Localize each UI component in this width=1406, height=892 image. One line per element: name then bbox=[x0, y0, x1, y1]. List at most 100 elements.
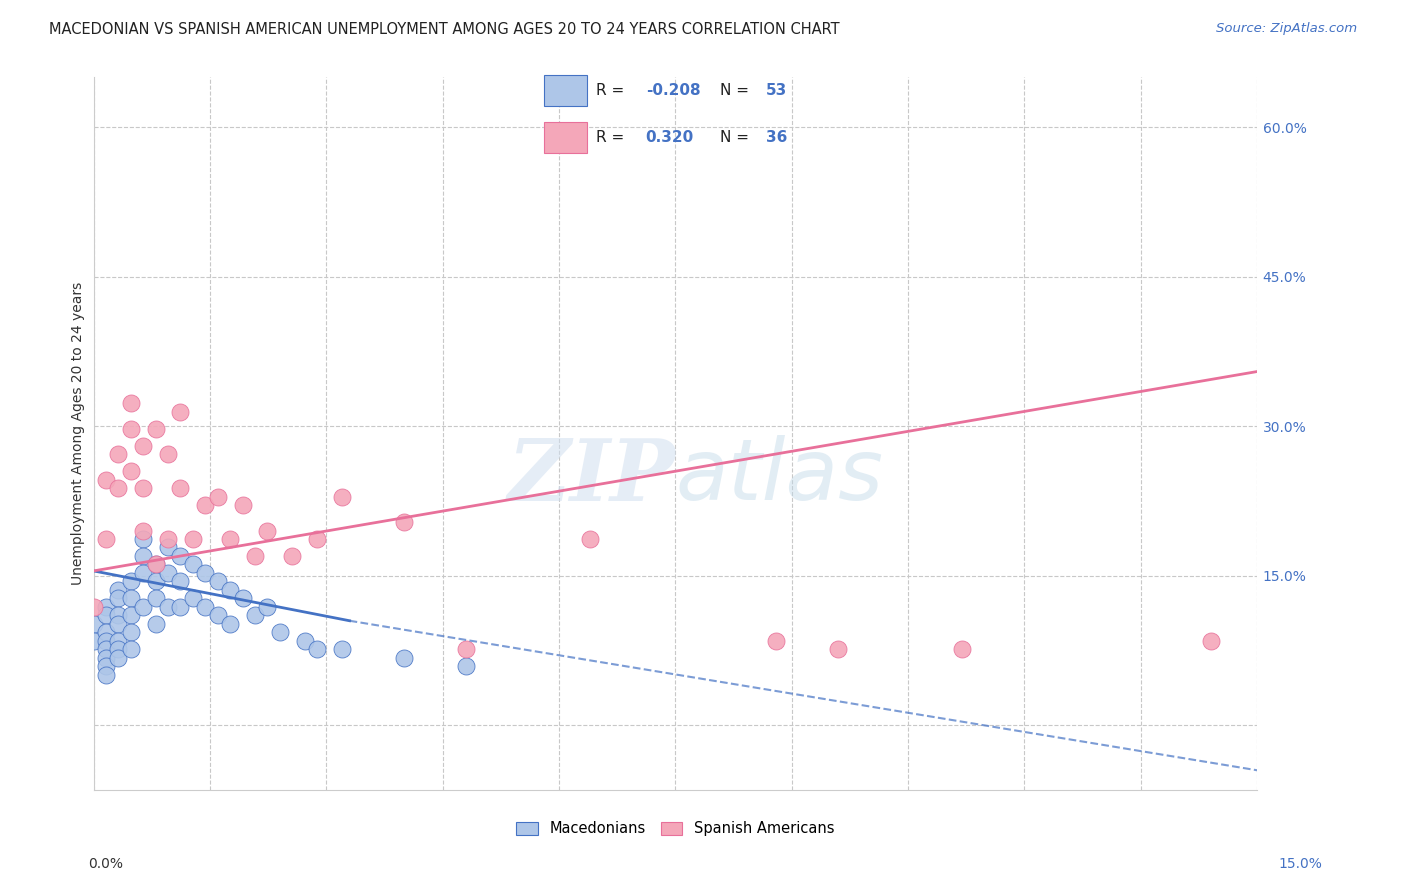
Point bbox=[183, 589, 205, 603]
Text: -0.208: -0.208 bbox=[645, 83, 700, 97]
Point bbox=[83, 599, 105, 613]
Point bbox=[820, 599, 842, 613]
Point bbox=[548, 629, 571, 643]
Point bbox=[626, 629, 648, 643]
Point bbox=[105, 629, 128, 643]
Point bbox=[121, 529, 143, 543]
Point bbox=[90, 658, 112, 673]
Point bbox=[160, 549, 183, 563]
Text: R =: R = bbox=[596, 83, 630, 97]
Point bbox=[105, 569, 128, 583]
Point bbox=[183, 519, 205, 533]
Point bbox=[90, 619, 112, 633]
Point bbox=[167, 558, 190, 573]
Point bbox=[136, 549, 159, 563]
Point bbox=[276, 479, 298, 493]
Point bbox=[136, 519, 159, 533]
Point bbox=[90, 579, 112, 593]
Text: N =: N = bbox=[720, 130, 754, 145]
Point bbox=[145, 569, 167, 583]
Point bbox=[198, 608, 221, 623]
Point bbox=[176, 459, 198, 474]
Text: Source: ZipAtlas.com: Source: ZipAtlas.com bbox=[1216, 22, 1357, 36]
Text: R =: R = bbox=[596, 130, 634, 145]
Text: 0.320: 0.320 bbox=[645, 130, 695, 145]
Text: 0.0%: 0.0% bbox=[89, 857, 122, 871]
Point bbox=[98, 400, 121, 414]
Point bbox=[90, 629, 112, 643]
Point bbox=[105, 608, 128, 623]
Text: N =: N = bbox=[720, 83, 754, 97]
Point bbox=[90, 429, 112, 443]
Point bbox=[152, 459, 174, 474]
Point bbox=[191, 579, 214, 593]
Point bbox=[114, 579, 136, 593]
Y-axis label: Unemployment Among Ages 20 to 24 years: Unemployment Among Ages 20 to 24 years bbox=[72, 282, 86, 585]
Point bbox=[222, 629, 245, 643]
Point bbox=[129, 509, 152, 524]
Point bbox=[121, 569, 143, 583]
Point bbox=[105, 589, 128, 603]
Text: MACEDONIAN VS SPANISH AMERICAN UNEMPLOYMENT AMONG AGES 20 TO 24 YEARS CORRELATIO: MACEDONIAN VS SPANISH AMERICAN UNEMPLOYM… bbox=[49, 22, 839, 37]
Point bbox=[780, 619, 803, 633]
Point bbox=[160, 589, 183, 603]
Point bbox=[90, 589, 112, 603]
Point bbox=[105, 419, 128, 434]
Point bbox=[121, 369, 143, 384]
Point bbox=[222, 499, 245, 513]
Point bbox=[114, 489, 136, 503]
Point bbox=[105, 369, 128, 384]
Point bbox=[83, 619, 105, 633]
Point bbox=[238, 450, 260, 464]
Point bbox=[114, 539, 136, 553]
Point bbox=[152, 539, 174, 553]
Point bbox=[83, 579, 105, 593]
Point bbox=[129, 579, 152, 593]
Point bbox=[98, 439, 121, 453]
Point bbox=[129, 499, 152, 513]
Point bbox=[105, 549, 128, 563]
Point bbox=[114, 499, 136, 513]
Text: atlas: atlas bbox=[675, 435, 883, 518]
Point bbox=[98, 639, 121, 653]
Point bbox=[114, 439, 136, 453]
Bar bbox=[544, 122, 586, 153]
Point bbox=[136, 579, 159, 593]
Point bbox=[152, 579, 174, 593]
Point bbox=[214, 619, 236, 633]
Point bbox=[121, 549, 143, 563]
Text: 15.0%: 15.0% bbox=[1278, 857, 1323, 871]
Point bbox=[136, 350, 159, 364]
Point bbox=[315, 648, 337, 663]
Point bbox=[167, 499, 190, 513]
Point bbox=[121, 599, 143, 613]
Text: ZIP: ZIP bbox=[508, 435, 675, 518]
Point bbox=[136, 439, 159, 453]
Point bbox=[160, 450, 183, 464]
Point bbox=[98, 619, 121, 633]
Point bbox=[114, 389, 136, 403]
Point bbox=[176, 569, 198, 583]
Point bbox=[167, 599, 190, 613]
Point bbox=[121, 529, 143, 543]
Point bbox=[191, 489, 214, 503]
Point bbox=[129, 400, 152, 414]
Point bbox=[90, 499, 112, 513]
Point bbox=[98, 569, 121, 583]
Point bbox=[98, 599, 121, 613]
Point bbox=[90, 648, 112, 663]
Text: 36: 36 bbox=[766, 130, 787, 145]
Point bbox=[98, 589, 121, 603]
Point bbox=[509, 619, 531, 633]
Bar bbox=[544, 75, 586, 105]
Point bbox=[129, 539, 152, 553]
Point bbox=[90, 639, 112, 653]
Point bbox=[145, 529, 167, 543]
Point bbox=[392, 499, 415, 513]
Point bbox=[238, 629, 260, 643]
Point bbox=[315, 629, 337, 643]
Point bbox=[105, 340, 128, 354]
Point bbox=[207, 519, 229, 533]
Text: 53: 53 bbox=[766, 83, 787, 97]
Point bbox=[114, 519, 136, 533]
